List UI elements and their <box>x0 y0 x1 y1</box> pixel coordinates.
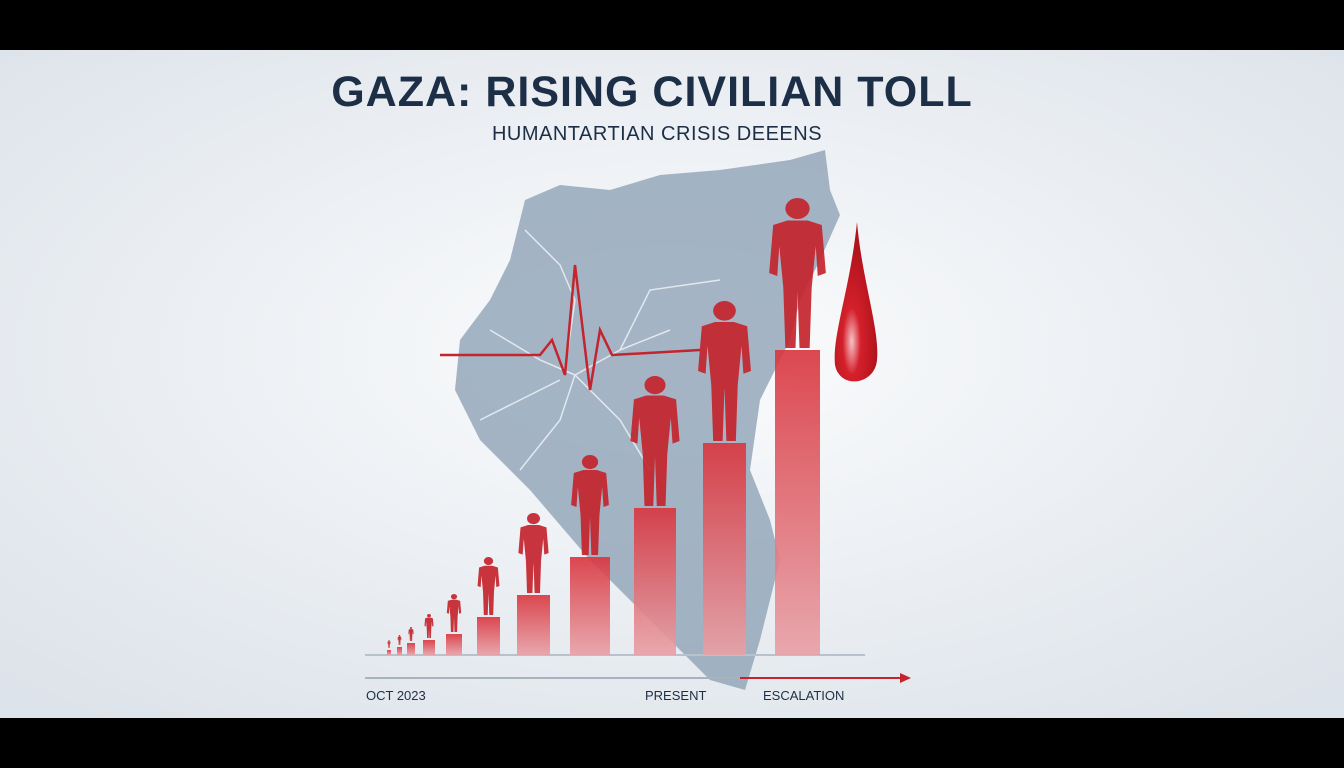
person-figure <box>397 635 402 645</box>
person-figure <box>571 455 609 555</box>
bar <box>387 650 391 655</box>
map-borders <box>479 229 721 471</box>
person-figure <box>477 557 500 615</box>
arrow-head <box>900 673 911 683</box>
blood-drop <box>834 222 878 382</box>
bar <box>423 640 435 655</box>
bars <box>387 198 826 655</box>
bar <box>703 443 746 655</box>
bar <box>517 595 550 655</box>
timeline-end: ESCALATION <box>763 688 844 703</box>
title: GAZA: RISING CIVILIAN TOLL <box>331 68 973 116</box>
subtitle: HUMANTARTIAN CRISIS DEEENS <box>492 123 822 145</box>
timeline-start: OCT 2023 <box>366 688 426 703</box>
bar <box>570 557 610 655</box>
timeline-middle: PRESENT <box>645 688 706 703</box>
bar <box>397 647 402 655</box>
person-figure <box>698 301 751 441</box>
person-figure <box>446 594 462 632</box>
bar <box>477 617 500 655</box>
person-figure <box>769 198 826 348</box>
person-figure <box>387 640 391 648</box>
bar <box>634 508 676 655</box>
person-figure <box>408 627 414 641</box>
person-figure <box>424 614 434 638</box>
bar <box>407 643 415 655</box>
bar <box>775 350 820 655</box>
bar <box>446 634 462 655</box>
person-figure <box>630 376 680 506</box>
heartbeat-line <box>440 264 701 391</box>
person-figure <box>518 513 549 593</box>
